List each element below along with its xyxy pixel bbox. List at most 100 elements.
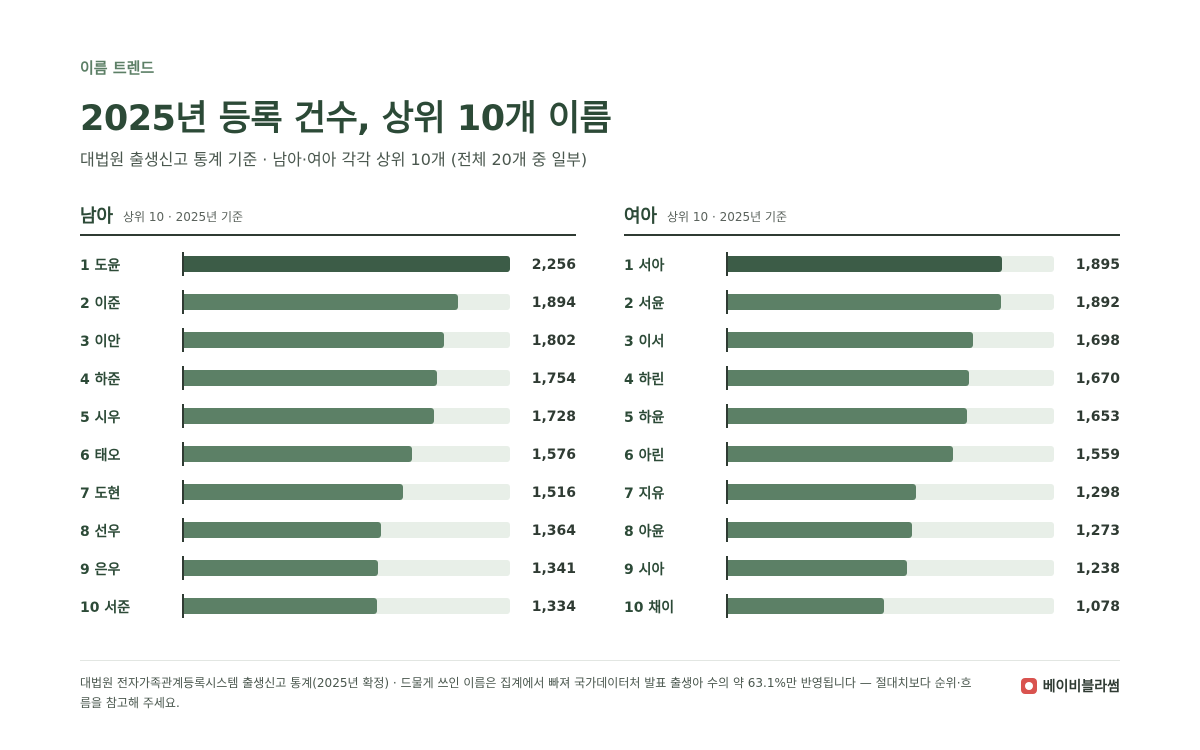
girls-value-label: 1,559 [1075, 447, 1120, 463]
girls-panel-header: 여아 상위 10 · 2025년 기준 [624, 198, 1120, 236]
girls-name-label: 4 하린 [624, 372, 665, 388]
girls-bar-row: 9 시아 1,238 [624, 556, 1120, 580]
girls-axis-tick [726, 594, 728, 618]
footer-divider [80, 660, 1120, 661]
girls-axis-tick [726, 518, 728, 542]
girls-bar-row: 2 서윤 1,892 [624, 290, 1120, 314]
girls-bar-row: 7 지유 1,298 [624, 480, 1120, 504]
girls-axis-tick [726, 252, 728, 276]
brand-name: 베이비블라썸 [1042, 679, 1120, 695]
girls-value-label: 1,895 [1075, 257, 1120, 273]
eyebrow-label: 이름 트렌드 [80, 59, 155, 77]
boys-bar [184, 370, 437, 386]
girls-panel-subtitle: 상위 10 · 2025년 기준 [667, 210, 788, 224]
boys-value-label: 1,802 [531, 333, 576, 349]
boys-bar-track [184, 446, 510, 462]
boys-axis-tick [182, 442, 184, 466]
girls-bar [728, 294, 1001, 310]
boys-bar-row: 5 시우 1,728 [80, 404, 576, 428]
girls-bar [728, 598, 884, 614]
boys-bar-row: 7 도현 1,516 [80, 480, 576, 504]
boys-bar-track [184, 408, 510, 424]
boys-name-label: 10 서준 [80, 600, 131, 616]
boys-bar [184, 522, 381, 538]
girls-value-label: 1,653 [1075, 409, 1120, 425]
brand[interactable]: 베이비블라썸 [1020, 676, 1120, 696]
boys-bar-track [184, 522, 510, 538]
boys-bar-row: 3 이안 1,802 [80, 328, 576, 352]
boys-value-label: 1,516 [531, 485, 576, 501]
boys-bar [184, 256, 510, 272]
boys-bar-track [184, 370, 510, 386]
girls-value-label: 1,273 [1075, 523, 1120, 539]
boys-bar [184, 560, 378, 576]
boys-axis-tick [182, 252, 184, 276]
boys-value-label: 2,256 [531, 257, 576, 273]
girls-bar-row: 1 서아 1,895 [624, 252, 1120, 276]
boys-bar-row: 4 하준 1,754 [80, 366, 576, 390]
boys-bar-row: 2 이준 1,894 [80, 290, 576, 314]
flower-icon [1020, 678, 1037, 694]
boys-bar-track [184, 484, 510, 500]
boys-name-label: 2 이준 [80, 296, 121, 312]
girls-bar [728, 408, 967, 424]
girls-bar-track [728, 294, 1054, 310]
girls-axis-tick [726, 328, 728, 352]
boys-value-label: 1,334 [531, 599, 576, 615]
boys-axis-tick [182, 480, 184, 504]
girls-bar [728, 332, 973, 348]
boys-name-label: 4 하준 [80, 372, 121, 388]
page-subtitle: 대법원 출생신고 통계 기준 · 남아·여아 각각 상위 10개 (전체 20개… [80, 150, 588, 169]
boys-panel-header: 남아 상위 10 · 2025년 기준 [80, 198, 576, 236]
boys-bar-row: 10 서준 1,334 [80, 594, 576, 618]
boys-value-label: 1,754 [531, 371, 576, 387]
girls-value-label: 1,698 [1075, 333, 1120, 349]
boys-bar-row: 1 도윤 2,256 [80, 252, 576, 276]
boys-bar-track [184, 256, 510, 272]
boys-name-label: 3 이안 [80, 334, 121, 350]
girls-axis-tick [726, 404, 728, 428]
girls-bar [728, 256, 1002, 272]
girls-panel-title: 여아 [624, 206, 658, 227]
girls-bar-track [728, 256, 1054, 272]
girls-bar-row: 10 채이 1,078 [624, 594, 1120, 618]
girls-value-label: 1,670 [1075, 371, 1120, 387]
girls-bar-track [728, 408, 1054, 424]
boys-axis-tick [182, 404, 184, 428]
boys-axis-tick [182, 556, 184, 580]
boys-bar-track [184, 332, 510, 348]
footnote: 대법원 전자가족관계등록시스템 출생신고 통계(2025년 확정) · 드물게 … [80, 676, 972, 710]
girls-bar-track [728, 332, 1054, 348]
girls-panel: 여아 상위 10 · 2025년 기준 1 서아 1,895 2 서윤 1,892 3 … [624, 198, 1120, 618]
girls-axis-tick [726, 480, 728, 504]
girls-name-label: 1 서아 [624, 258, 665, 274]
page: 이름 트렌드 2025년 등록 건수, 상위 10개 이름 대법원 출생신고 통… [80, 0, 1120, 750]
girls-axis-tick [726, 290, 728, 314]
boys-bar [184, 332, 444, 348]
girls-name-label: 8 아윤 [624, 524, 665, 540]
girls-bar-row: 4 하린 1,670 [624, 366, 1120, 390]
boys-axis-tick [182, 518, 184, 542]
boys-bar-track [184, 598, 510, 614]
girls-name-label: 9 시아 [624, 562, 665, 578]
boys-bar [184, 446, 412, 462]
girls-bar-track [728, 560, 1054, 576]
girls-bar [728, 446, 953, 462]
page-title: 2025년 등록 건수, 상위 10개 이름 [80, 99, 612, 139]
girls-value-label: 1,892 [1075, 295, 1120, 311]
boys-panel-subtitle: 상위 10 · 2025년 기준 [123, 210, 244, 224]
girls-bar [728, 560, 907, 576]
girls-bar-row: 8 아윤 1,273 [624, 518, 1120, 542]
girls-bar-track [728, 446, 1054, 462]
boys-value-label: 1,341 [531, 561, 576, 577]
boys-name-label: 7 도현 [80, 486, 121, 502]
girls-bar-track [728, 484, 1054, 500]
boys-bar-track [184, 294, 510, 310]
girls-name-label: 3 이서 [624, 334, 665, 350]
boys-axis-tick [182, 594, 184, 618]
boys-name-label: 5 시우 [80, 410, 121, 426]
boys-name-label: 1 도윤 [80, 258, 121, 274]
boys-bar [184, 484, 403, 500]
girls-bar-track [728, 522, 1054, 538]
girls-bar [728, 370, 969, 386]
